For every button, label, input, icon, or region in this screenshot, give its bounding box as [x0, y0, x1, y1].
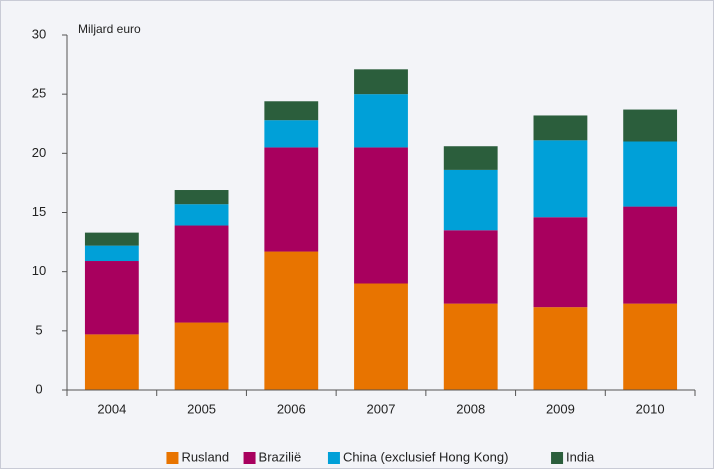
y-tick-label: 10 [32, 263, 46, 278]
x-tick-label: 2005 [187, 401, 216, 416]
bar-segment [84, 334, 139, 390]
x-tick-label: 2007 [367, 401, 396, 416]
x-tick-label: 2006 [277, 401, 306, 416]
bar-segment [354, 283, 408, 390]
bar-segment [623, 303, 678, 390]
bar-segment [533, 140, 588, 218]
legend-swatch [166, 452, 179, 464]
y-axis-label: Miljard euro [78, 22, 141, 36]
bar-segment [174, 204, 229, 226]
y-tick-label: 0 [35, 381, 42, 396]
bar-segment [264, 251, 319, 390]
bar-segment [623, 141, 678, 207]
legend-label: India [566, 449, 595, 464]
y-tick-label: 30 [32, 26, 46, 41]
legend-label: China (exclusief Hong Kong) [343, 449, 508, 464]
bar-segment [174, 322, 229, 390]
bar-segment [533, 217, 588, 308]
legend-swatch [551, 452, 564, 464]
bar-segment [264, 120, 319, 148]
bar-segment [354, 69, 408, 95]
bar-segment [354, 94, 408, 148]
bar-segment [443, 169, 498, 231]
x-tick-label: 2008 [456, 401, 485, 416]
bar-segment [443, 230, 498, 304]
bar-segment [443, 303, 498, 390]
x-tick-label: 2004 [97, 401, 126, 416]
bar-segment [174, 225, 229, 323]
bar-segment [84, 261, 139, 335]
bar-segment [174, 190, 229, 205]
x-tick-label: 2009 [546, 401, 575, 416]
y-tick-label: 15 [32, 204, 46, 219]
legend-swatch [327, 452, 340, 464]
bar-segment [84, 245, 139, 262]
bar-segment [264, 147, 319, 252]
x-tick-label: 2010 [636, 401, 665, 416]
bar-segment [264, 101, 319, 121]
y-tick-label: 25 [32, 86, 46, 101]
bar-segment [354, 147, 408, 284]
bar-segment [533, 307, 588, 390]
y-tick-label: 5 [35, 322, 42, 337]
bar-segment [443, 146, 498, 170]
legend-label: Brazilië [259, 449, 302, 464]
y-tick-label: 20 [32, 145, 46, 160]
bar-segment [84, 232, 139, 246]
bar-segment [623, 109, 678, 142]
bar-segment [533, 115, 588, 141]
bar-segment [623, 206, 678, 304]
legend-label: Rusland [181, 449, 229, 464]
legend-swatch [243, 452, 256, 464]
